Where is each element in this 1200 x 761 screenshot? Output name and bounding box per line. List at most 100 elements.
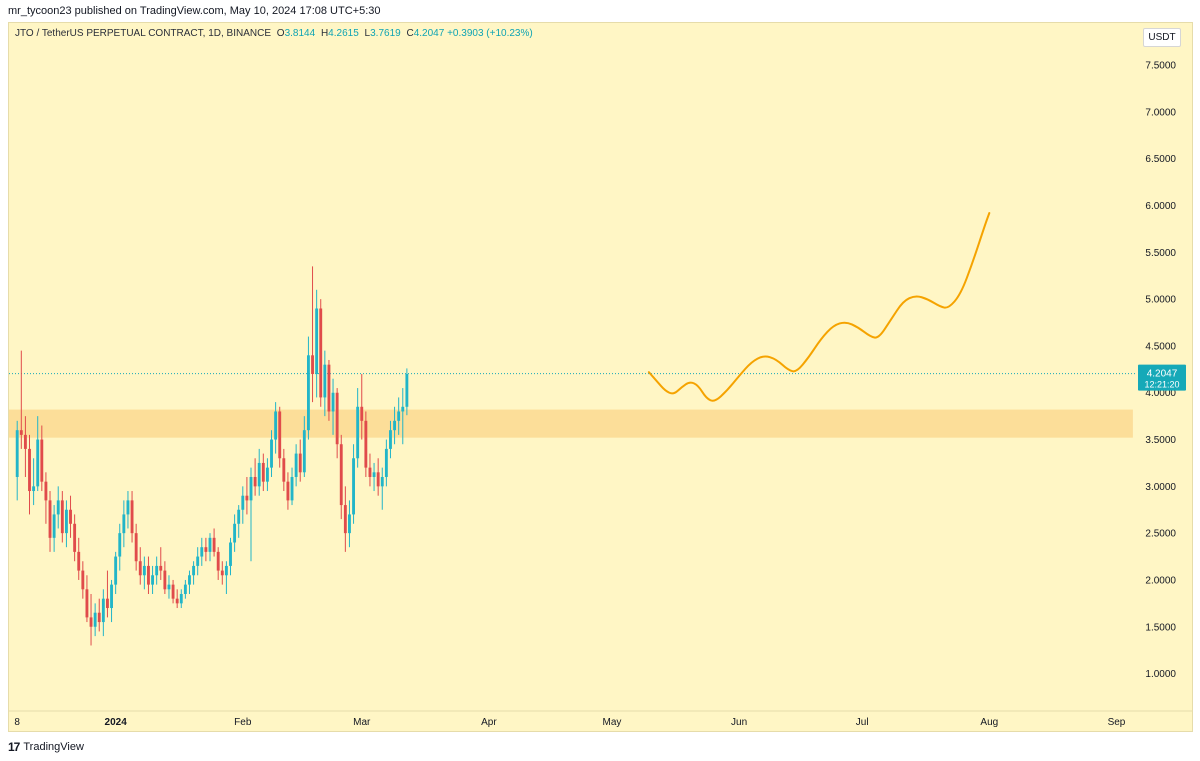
candle-body [23, 434, 27, 449]
candle-body [40, 439, 44, 482]
projection-path [647, 212, 991, 402]
candle [175, 589, 179, 609]
candle [52, 505, 56, 552]
candle-body [237, 509, 241, 524]
currency-button[interactable]: USDT [1143, 28, 1181, 47]
candle-body [134, 533, 138, 562]
candle-body [249, 476, 253, 501]
candle-body [323, 364, 327, 398]
candle [89, 593, 93, 646]
candle [237, 505, 241, 538]
x-tick-label: Sep [1108, 717, 1126, 728]
candle [393, 406, 397, 445]
candle-body [188, 575, 191, 585]
candle [229, 537, 232, 576]
candle-body [81, 570, 85, 590]
axis-layer: 1.0000 1.5000 2.0000 2.5000 3.0000 3.5000 4.00… [9, 61, 1192, 728]
candle-body [261, 462, 265, 482]
candle [265, 458, 269, 492]
candle-body [216, 551, 220, 571]
candle-body [204, 547, 208, 552]
candle [270, 430, 273, 477]
candle [93, 603, 97, 637]
candle-body [73, 523, 77, 552]
candle-body [151, 575, 154, 585]
candle [315, 289, 319, 398]
y-tick-label: 4.5000 [1145, 341, 1176, 352]
y-tick-label: 3.5000 [1145, 435, 1176, 446]
candle-body [302, 430, 306, 473]
candle-body [110, 584, 113, 609]
candle [274, 402, 278, 454]
candle [138, 547, 142, 585]
candle [32, 458, 36, 506]
candle [151, 565, 154, 594]
candle-body [200, 547, 204, 557]
candle-body [130, 500, 134, 534]
candle [298, 439, 302, 482]
y-tick-label: 3.0000 [1145, 482, 1176, 493]
candle-body [401, 406, 405, 412]
price-chart[interactable]: 1.0000 1.5000 2.0000 2.5000 3.0000 3.5000 4.00… [9, 23, 1193, 732]
candle [323, 350, 327, 417]
candle-body [368, 467, 372, 477]
candle-body [389, 430, 392, 449]
close-value: 4.2047 [413, 28, 445, 39]
publisher-line: mr_tycoon23 published on TradingView.com… [8, 5, 381, 17]
candle [302, 416, 306, 477]
candle [376, 458, 380, 496]
candle [282, 448, 286, 492]
candle-body [290, 476, 294, 501]
chart-panel[interactable]: 1.0000 1.5000 2.0000 2.5000 3.0000 3.5000 4.00… [8, 22, 1193, 732]
candle-body [364, 420, 368, 468]
y-tick-label: 5.0000 [1145, 295, 1176, 306]
low-value: 3.7619 [370, 28, 401, 39]
candle [348, 500, 351, 548]
candle [28, 434, 31, 515]
candle-body [224, 565, 228, 576]
candle-body [315, 308, 319, 375]
candle [23, 416, 27, 477]
candle-body [265, 467, 269, 482]
candle-body [142, 565, 146, 576]
candle [64, 500, 68, 548]
candle-body [163, 570, 167, 590]
candle-body [327, 364, 331, 412]
candle-body [167, 584, 171, 590]
candle-body [159, 565, 163, 571]
candle-body [294, 453, 298, 477]
candle [257, 448, 261, 496]
candle-body [331, 392, 335, 412]
candle-body [175, 598, 179, 604]
candle [249, 467, 253, 562]
candle [179, 589, 183, 609]
candle-body [229, 542, 232, 566]
candle-body [208, 537, 212, 552]
tradingview-logo-icon: 17 [8, 740, 20, 754]
candle [245, 476, 249, 515]
candle-body [118, 533, 122, 557]
candle-body [393, 420, 397, 431]
x-tick-label: Aug [980, 717, 998, 728]
x-tick-label: Jul [856, 717, 869, 728]
candle [306, 336, 310, 440]
close-label: C [406, 28, 414, 39]
y-tick-label: 2.0000 [1145, 575, 1176, 586]
tradingview-footer[interactable]: 17 TradingView [8, 738, 84, 756]
candle-body [85, 589, 89, 618]
candle-body [253, 476, 257, 487]
candle-body [179, 593, 183, 604]
candle-body [278, 411, 282, 459]
candle [40, 425, 44, 492]
candle-body [286, 481, 290, 501]
candle [200, 537, 204, 566]
candle [167, 575, 171, 599]
candle [147, 556, 150, 594]
candle [220, 561, 224, 585]
candle-body [122, 514, 126, 534]
y-tick-label: 6.0000 [1145, 201, 1176, 212]
candle-body [101, 598, 105, 623]
candle-body [220, 570, 224, 576]
candle [401, 388, 405, 445]
symbol-title: JTO / TetherUS PERPETUAL CONTRACT, 1D, B… [15, 28, 271, 39]
